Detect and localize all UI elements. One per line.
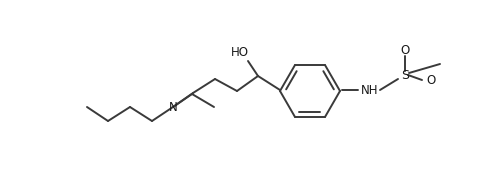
Text: HO: HO (230, 45, 248, 59)
Text: N: N (168, 100, 177, 113)
Text: O: O (400, 43, 409, 57)
Text: O: O (425, 74, 435, 86)
Text: NH: NH (361, 83, 378, 96)
Text: S: S (400, 69, 408, 81)
